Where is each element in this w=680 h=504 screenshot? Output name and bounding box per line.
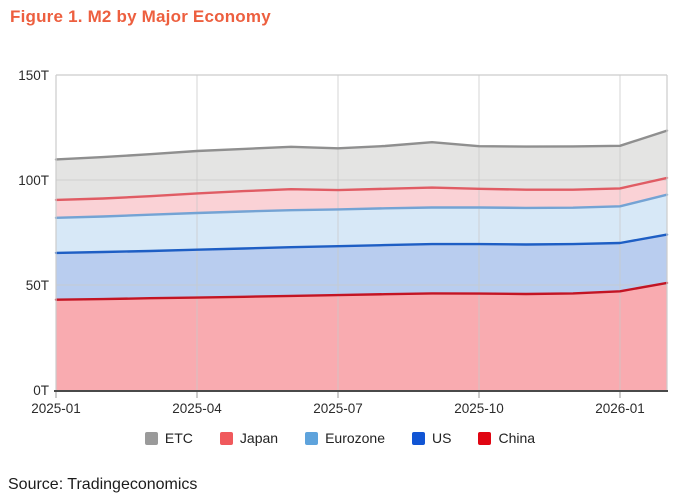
legend-label: US: [432, 430, 452, 446]
x-tick-label: 2026-01: [595, 401, 645, 416]
chart-areas: [56, 130, 667, 390]
x-tick-label: 2025-01: [31, 401, 81, 416]
area-japan: [56, 177, 667, 218]
legend-item-etc: ETC: [144, 430, 193, 446]
line-us: [54, 233, 669, 255]
grid: [55, 75, 667, 390]
m2-stacked-area-chart: 0T 50T 100T 150T 2025-01 2025-04 2025-07 2025-1…: [18, 68, 669, 416]
x-axis-ticks: [55, 392, 621, 398]
line-china: [54, 281, 669, 301]
x-tick-label: 2025-04: [172, 401, 222, 416]
legend-swatch-etc: [144, 431, 158, 445]
legend-swatch-japan: [219, 431, 233, 445]
x-tick-label: 2025-07: [313, 401, 363, 416]
line-eurozone: [54, 193, 669, 219]
area-eurozone: [56, 194, 667, 253]
chart-legend: ETC Japan Eurozone US China: [0, 430, 680, 446]
source-caption: Source: Tradingeconomics: [8, 476, 198, 493]
area-china: [56, 282, 667, 390]
legend-swatch-us: [412, 431, 426, 445]
legend-label: China: [498, 430, 536, 446]
legend-swatch-eurozone: [305, 431, 319, 445]
legend-item-china: China: [478, 430, 535, 446]
y-tick-label: 0T: [33, 383, 49, 398]
y-tick-label: 50T: [26, 278, 49, 293]
y-tick-label: 150T: [18, 68, 49, 83]
area-us: [56, 234, 667, 300]
figure-title: Figure 1. M2 by Major Economy: [10, 7, 271, 26]
chart-lines: [54, 129, 669, 301]
y-tick-label: 100T: [18, 173, 49, 188]
legend-item-us: US: [412, 430, 451, 446]
legend-item-eurozone: Eurozone: [305, 430, 385, 446]
line-etc: [54, 129, 669, 161]
legend-label: Eurozone: [325, 430, 386, 446]
legend-label: ETC: [164, 430, 193, 446]
legend-swatch-china: [478, 431, 492, 445]
x-axis-labels: 2025-01 2025-04 2025-07 2025-10 2026-01: [31, 401, 645, 416]
x-tick-label: 2025-10: [454, 401, 504, 416]
y-axis-labels: 0T 50T 100T 150T: [18, 68, 49, 398]
legend-label: Japan: [239, 430, 279, 446]
line-japan: [54, 176, 669, 202]
legend-item-japan: Japan: [219, 430, 279, 446]
area-etc: [56, 130, 667, 200]
plot-border: [55, 74, 668, 390]
